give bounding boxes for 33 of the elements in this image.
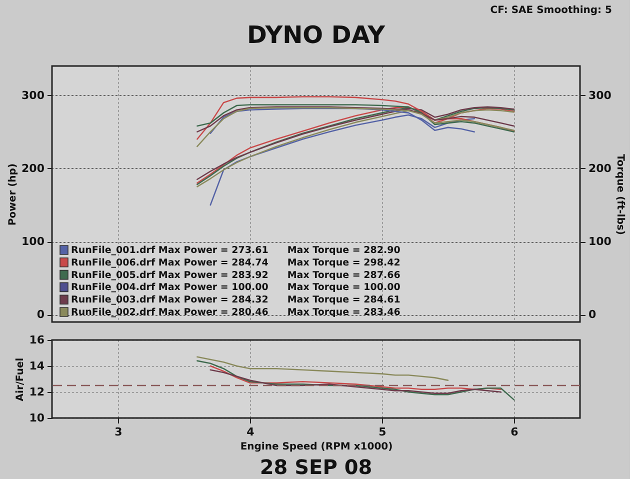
y-tick-label: 300 — [22, 88, 45, 102]
legend-label: RunFile_006.drf Max Power = 284.74 Max Torque = 298.42 — [71, 257, 400, 268]
y-tick-label: 16 — [29, 334, 45, 346]
y-tick-label: 200 — [22, 162, 45, 175]
x-tick-label: 4 — [246, 426, 255, 438]
line-series — [196, 356, 449, 381]
legend-label: RunFile_002.drf Max Power = 280.46 Max Torque = 283.46 — [71, 307, 401, 318]
x-tick-label: 3 — [114, 426, 122, 438]
y-tick-label: 14 — [29, 360, 45, 372]
x-axis-title: Engine Speed (RPM x1000) — [240, 442, 393, 452]
y-axis-title: Power (hp) — [8, 163, 19, 226]
y-tick-label: 100 — [22, 235, 45, 248]
legend-label: RunFile_005.drf Max Power = 283.92 Max Torque = 287.66 — [71, 270, 401, 281]
y-tick-label: 0 — [36, 308, 45, 322]
legend-label: RunFile_001.drf Max Power = 273.61 Max Torque = 282.90 — [71, 245, 401, 256]
chart-subtitle: CF: SAE Smoothing: 5 — [490, 5, 612, 16]
y-axis-title: Air/Fuel — [15, 358, 26, 402]
x-tick-label: 5 — [378, 426, 386, 438]
y2-axis-title: Torque (ft-lbs) — [614, 154, 626, 235]
chart-title: DYNO DAY — [247, 21, 386, 49]
y-tick-label: 12 — [29, 386, 44, 398]
line-series — [196, 360, 515, 400]
y-tick-label: 10 — [29, 412, 45, 424]
y2-tick-label: 200 — [588, 162, 612, 175]
y2-tick-label: 300 — [588, 88, 612, 102]
x-tick-label: 6 — [510, 426, 519, 438]
text: 28 SEP 08 — [260, 455, 372, 479]
line-series — [210, 365, 502, 390]
y2-tick-label: 100 — [588, 235, 612, 248]
legend-label: RunFile_004.drf Max Power = 100.00 Max Torque = 100.00 — [71, 282, 401, 294]
legend-label: RunFile_003.drf Max Power = 284.32 Max Torque = 284.61 — [71, 294, 400, 306]
y2-tick-label: 0 — [588, 308, 596, 322]
line-series — [210, 369, 502, 394]
